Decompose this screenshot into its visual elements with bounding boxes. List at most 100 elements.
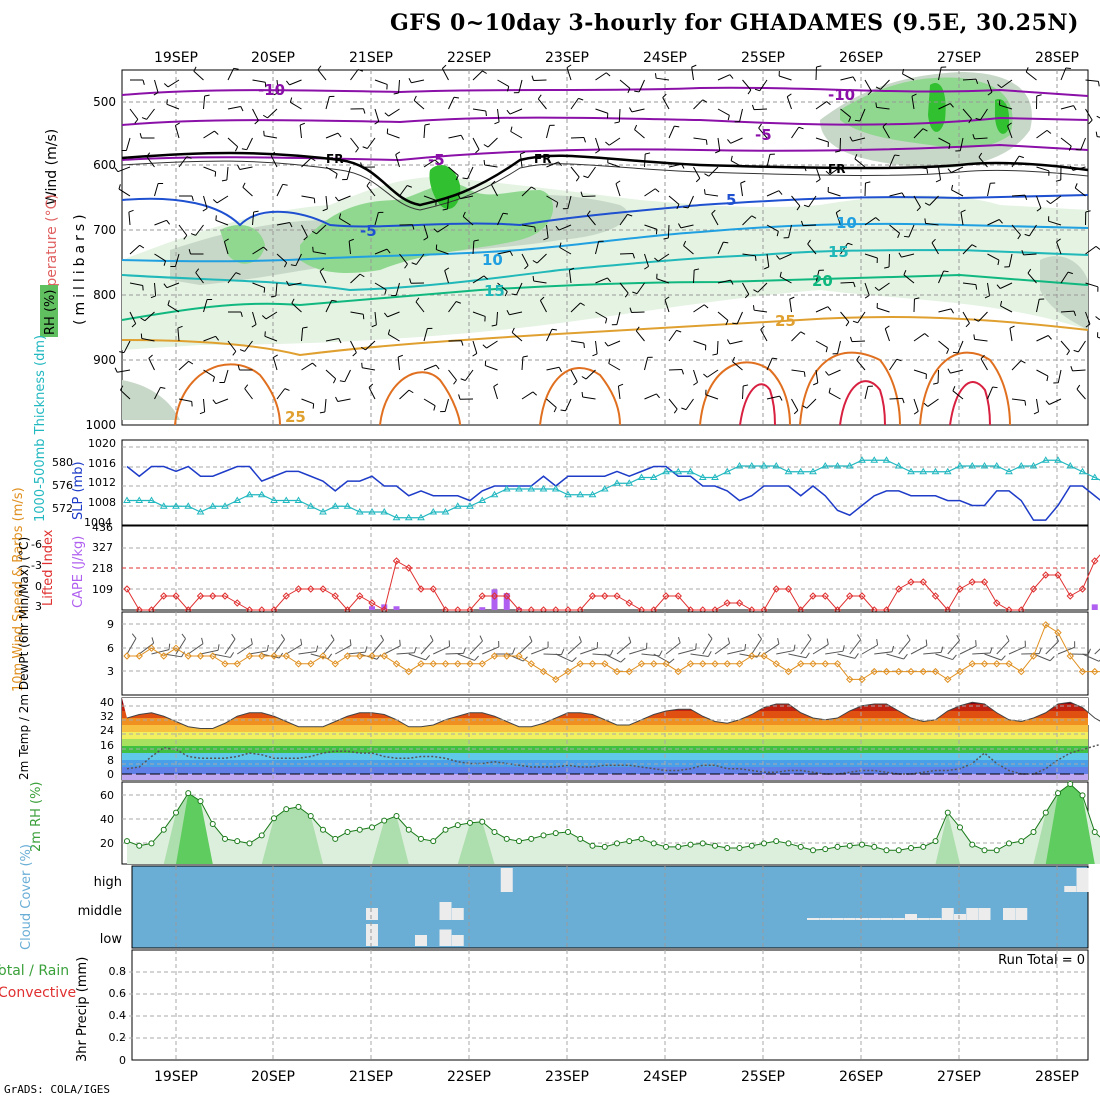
wind-barb bbox=[154, 79, 159, 93]
thickness-marker bbox=[894, 462, 903, 469]
lifted-index-marker bbox=[123, 585, 131, 593]
bottom-date-28sep: 28SEP bbox=[1035, 1069, 1079, 1085]
contour-label-25-a: 25 bbox=[775, 312, 796, 330]
wind-barb-flag bbox=[972, 134, 976, 140]
rh-marker bbox=[320, 826, 326, 833]
wind-10m-barb bbox=[359, 653, 378, 660]
wind-barb-flag bbox=[289, 97, 293, 103]
wind-barb bbox=[123, 340, 131, 353]
lifted-index-marker bbox=[490, 592, 499, 600]
wind-barb bbox=[301, 195, 315, 199]
wind-barb-flag bbox=[455, 301, 462, 304]
wind-barb-flag bbox=[234, 146, 239, 152]
wind-barb bbox=[516, 282, 523, 295]
wind-barb-flag bbox=[948, 143, 951, 150]
wind-barb bbox=[595, 277, 608, 284]
wind-barb-flag bbox=[362, 146, 368, 149]
wind-barb-flag bbox=[654, 257, 659, 262]
wind-barb-flag bbox=[992, 386, 998, 389]
wind-barb bbox=[141, 338, 155, 342]
wind-barb-flag bbox=[504, 291, 508, 297]
wind-barb bbox=[227, 137, 238, 148]
wind-10m-barb bbox=[812, 644, 829, 655]
wind-barb bbox=[1036, 398, 1040, 412]
lifted-index-marker bbox=[931, 592, 940, 600]
rh-marker bbox=[614, 840, 620, 847]
wind-barb-flag bbox=[406, 185, 413, 188]
upper-ylabels: Wind (m/s) Temperature (°C) RH (%) (mill… bbox=[40, 129, 88, 337]
wind-barb bbox=[987, 79, 993, 93]
rh-yticks: 20 40 60 bbox=[100, 789, 114, 850]
wind-barb bbox=[415, 301, 425, 313]
precip-yticks: 0 0.2 0.4 0.6 0.8 bbox=[109, 965, 127, 1044]
wind-barb-flag bbox=[952, 351, 958, 354]
wind-barb bbox=[223, 241, 229, 255]
thickness-marker bbox=[674, 467, 683, 475]
wind-barb-flag bbox=[578, 97, 584, 101]
wind-barb-flag bbox=[457, 194, 461, 199]
wind-10m-barb-flag bbox=[429, 635, 434, 641]
precip-tick-0.2: 0.2 bbox=[109, 1031, 127, 1044]
cape-bar bbox=[369, 606, 375, 610]
wind-barb bbox=[1036, 129, 1048, 139]
wind-speed-marker bbox=[882, 667, 891, 676]
panel-cloud-cover: high middle low Cloud Cover (%) bbox=[19, 844, 1089, 950]
wind-barb-flag bbox=[160, 386, 166, 389]
cloud-ylabel: Cloud Cover (%) bbox=[19, 844, 34, 950]
wind-barb bbox=[374, 79, 388, 85]
wind-barb bbox=[667, 224, 670, 239]
li-tick-3: 3 bbox=[35, 600, 42, 613]
upper-ytick-1000: 1000 bbox=[85, 418, 116, 432]
wind-barb bbox=[729, 340, 743, 345]
rh-marker bbox=[969, 841, 976, 848]
cloud-cell bbox=[917, 918, 930, 920]
wind-barb-flag bbox=[1085, 210, 1091, 213]
wind-barb bbox=[519, 154, 523, 168]
wind-speed-marker bbox=[907, 667, 915, 676]
wind-barb-flag bbox=[386, 248, 391, 254]
wind-barb-flag bbox=[1085, 323, 1091, 328]
wind-barb bbox=[1007, 125, 1013, 139]
wind-barb bbox=[815, 306, 829, 313]
bottom-date-24sep: 24SEP bbox=[643, 1069, 687, 1085]
wind-barb-flag bbox=[139, 244, 145, 249]
wind-10m-barb bbox=[482, 646, 500, 655]
wind-barb bbox=[546, 398, 557, 408]
thickness-marker bbox=[760, 462, 768, 469]
wind-barb bbox=[693, 340, 706, 346]
wind-barb-flag bbox=[1017, 234, 1021, 240]
wind-barb bbox=[962, 244, 973, 255]
lifted-index-marker bbox=[821, 592, 829, 600]
wind-barb-flag bbox=[998, 219, 1003, 224]
lifted-index-marker bbox=[784, 585, 793, 593]
wind-barb bbox=[559, 247, 572, 255]
wind-barb-flag bbox=[683, 240, 687, 246]
temp-tick-24: 24 bbox=[100, 724, 114, 737]
rh-marker bbox=[173, 809, 179, 816]
wind-10m-barb-flag bbox=[757, 633, 762, 640]
wind-barb bbox=[275, 282, 278, 296]
wind-barb-flag bbox=[167, 300, 170, 306]
rh-marker bbox=[209, 821, 216, 827]
wind-barb bbox=[636, 282, 645, 294]
rh-marker bbox=[405, 826, 412, 833]
wind-barb-flag bbox=[355, 147, 359, 153]
wind-speed-marker bbox=[552, 675, 560, 684]
wind-barb bbox=[987, 253, 1000, 261]
rh-marker bbox=[810, 847, 816, 854]
wind-barb-flag bbox=[695, 178, 701, 183]
wind-barb-flag bbox=[1027, 268, 1032, 274]
cape-tick-109: 109 bbox=[92, 583, 113, 596]
wind-barb-flag bbox=[284, 388, 290, 391]
wind-10m-barb bbox=[947, 640, 960, 655]
wind-barb-flag bbox=[715, 150, 721, 154]
wind-barb-flag bbox=[163, 83, 169, 88]
precip-tick-0.8: 0.8 bbox=[109, 965, 127, 978]
wind-barb bbox=[374, 108, 380, 122]
wind-barb-flag bbox=[221, 179, 227, 182]
wind-barb bbox=[791, 165, 805, 168]
rh-marker bbox=[332, 835, 339, 842]
wind-barb bbox=[1036, 195, 1042, 209]
wind-barb-flag bbox=[1073, 349, 1079, 353]
upper-wind-barbs bbox=[114, 64, 1100, 415]
